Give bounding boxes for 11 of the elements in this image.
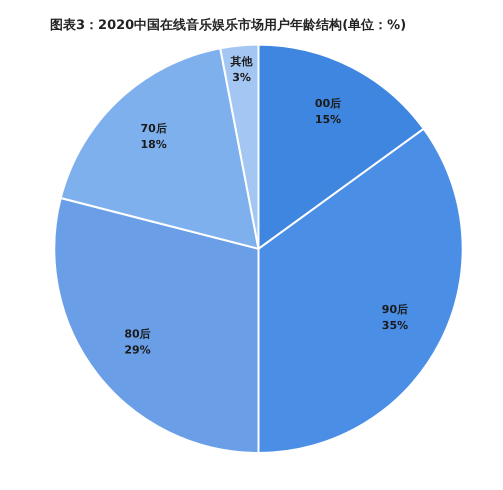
chart-title: 图表3：2020中国在线音乐娱乐市场用户年龄结构(单位：%) [50, 17, 406, 34]
data-label: 29% [124, 344, 151, 357]
data-label: 18% [140, 138, 167, 152]
slice-label: 70后 [140, 122, 167, 136]
data-label: 35% [382, 319, 408, 332]
slice-label: 其他 [230, 54, 254, 68]
slice-label: 00后 [314, 97, 342, 110]
slice-label: 80后 [124, 328, 151, 341]
data-label: 3% [232, 70, 251, 84]
data-label: 15% [314, 113, 342, 126]
slice-label: 90后 [382, 303, 408, 316]
